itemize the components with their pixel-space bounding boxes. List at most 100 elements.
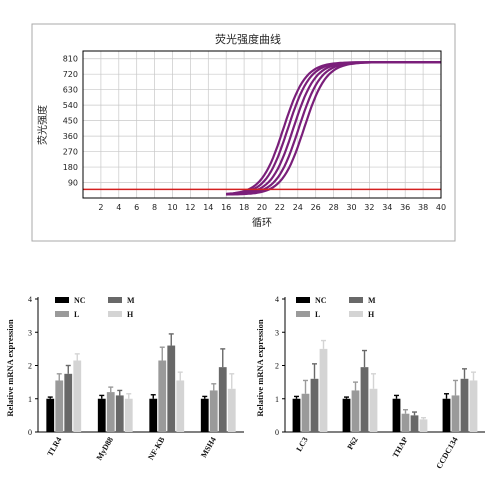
bar-right-legend-label: H xyxy=(368,310,375,319)
y-tick-label: 180 xyxy=(63,163,78,172)
y-tick-label: 810 xyxy=(63,55,78,64)
amplification-x-ticks: 2 4 6 8 10 12 14 16 18 20 22 24 26 28 30 32 34 36 38 40 xyxy=(98,203,446,212)
bar-left-legend-swatch-M xyxy=(108,297,122,303)
bar-right-bar-H xyxy=(319,348,328,432)
bar-left-legend-swatch-NC xyxy=(55,297,69,303)
amplification-title: 荧光强度曲线 xyxy=(215,32,281,46)
x-tick-label: 10 xyxy=(167,203,177,212)
y-tick-label: 720 xyxy=(63,70,78,79)
bar-left-category-label: TLR4 xyxy=(45,436,63,458)
amplification-y-ticks: 90 180 270 360 450 540 630 720 810 xyxy=(63,55,78,188)
bar-left-bar-NC xyxy=(97,398,106,432)
y-tick-label: 360 xyxy=(63,132,78,141)
x-tick-label: 2 xyxy=(98,203,103,212)
bar-left-y-tick-label: 2 xyxy=(28,362,32,371)
bar-right-legend-swatch-H xyxy=(349,311,363,317)
bar-right-bar-M xyxy=(310,378,319,432)
bar-left-bar-H xyxy=(124,398,133,432)
bar-right-y-tick-label: 0 xyxy=(275,428,279,437)
x-tick-label: 30 xyxy=(346,203,356,212)
bar-left-y-tick-label: 3 xyxy=(28,328,32,337)
x-tick-label: 12 xyxy=(185,203,195,212)
bar-left-y-tick-label: 0 xyxy=(28,428,32,437)
x-tick-label: 26 xyxy=(311,203,321,212)
bar-left-legend-label: M xyxy=(127,296,135,305)
bar-left-legend-swatch-H xyxy=(108,311,122,317)
bar-left-bar-NC xyxy=(200,398,209,432)
bar-right-category-label: CCDC134 xyxy=(434,436,459,471)
bar-right-bar-L xyxy=(351,390,360,432)
bar-right-bar-NC xyxy=(392,398,401,432)
bar-right-bar-NC xyxy=(442,398,451,432)
bar-right-bar-L xyxy=(301,393,310,432)
bar-right-bar-M xyxy=(360,367,369,432)
bar-right-bar-NC xyxy=(292,398,301,432)
bar-right-category-label: LC3 xyxy=(294,436,309,454)
x-tick-label: 24 xyxy=(293,203,303,212)
y-tick-label: 450 xyxy=(63,117,78,126)
bar-right-legend-label: L xyxy=(315,310,320,319)
bar-left-bar-NC xyxy=(149,398,158,432)
bar-right-legend-swatch-L xyxy=(296,311,310,317)
bar-right-bar-H xyxy=(419,419,428,432)
amplification-x-label: 循环 xyxy=(252,216,272,229)
y-tick-label: 90 xyxy=(68,179,78,188)
bar-right-bar-M xyxy=(460,378,469,432)
bar-right-bar-NC xyxy=(342,398,351,432)
bar-right-y-tick-label: 1 xyxy=(275,395,279,404)
x-tick-label: 8 xyxy=(152,203,157,212)
bar-left-legend-label: NC xyxy=(74,296,86,305)
y-tick-label: 630 xyxy=(63,86,78,95)
bar-left-bar-L xyxy=(158,360,167,432)
x-tick-label: 32 xyxy=(364,203,374,212)
bar-left-bar-H xyxy=(176,380,185,432)
bar-left-legend-label: L xyxy=(74,310,79,319)
bar-left-legend-label: H xyxy=(127,310,134,319)
bar-right-legend-label: NC xyxy=(315,296,327,305)
bar-left-category-label: NF-KB xyxy=(146,435,167,462)
x-tick-label: 6 xyxy=(134,203,139,212)
bar-right-legend-swatch-M xyxy=(349,297,363,303)
bar-left-bar-M xyxy=(64,373,73,432)
amplification-grid xyxy=(83,51,442,198)
bar-right-category-label: P62 xyxy=(345,436,359,452)
bar-right-y-label: Relative mRNA expression xyxy=(255,319,265,416)
amplification-plot-frame xyxy=(82,50,442,199)
bar-left-bar-M xyxy=(218,367,227,432)
x-tick-label: 36 xyxy=(400,203,410,212)
bar-left-y-tick-label: 1 xyxy=(28,395,32,404)
x-tick-label: 22 xyxy=(275,203,285,212)
x-tick-label: 28 xyxy=(329,203,339,212)
bar-chart-left: Relative mRNA expression 0 1 2 3 4 TLR4 MyD88 N… xyxy=(5,295,244,462)
bar-right-bar-L xyxy=(451,395,460,432)
amplification-curve xyxy=(226,61,441,196)
bar-left-bar-L xyxy=(209,390,218,432)
bar-right-y-tick-label: 3 xyxy=(275,328,279,337)
bar-left-bar-H xyxy=(227,388,236,432)
bar-left-y-label: Relative mRNA expression xyxy=(5,319,15,416)
x-tick-label: 18 xyxy=(239,203,249,212)
bar-left-bar-H xyxy=(73,360,82,432)
amplification-panel: 荧光强度曲线 2 4 6 8 10 12 14 16 18 20 22 24 26 28 30 32 34 36 3… xyxy=(31,23,456,242)
bar-right-y-tick-label: 4 xyxy=(275,295,279,304)
bar-chart-right: Relative mRNA expression 0 1 2 3 4 LC3 P62 THAP… xyxy=(255,295,485,470)
bar-left-legend-swatch-L xyxy=(55,311,69,317)
y-tick-label: 270 xyxy=(63,148,78,157)
bar-right-bar-H xyxy=(469,380,478,432)
bar-right-category-label: THAP xyxy=(391,435,410,459)
x-tick-label: 40 xyxy=(436,203,446,212)
bar-right-bar-H xyxy=(369,388,378,432)
amplification-panel-border xyxy=(31,23,456,242)
amplification-y-label: 荧光强度 xyxy=(36,105,49,145)
x-tick-label: 14 xyxy=(203,203,213,212)
bar-left-bar-M xyxy=(115,395,124,432)
bar-left-bar-L xyxy=(55,380,64,432)
bar-left-category-label: MyD88 xyxy=(95,436,115,462)
bar-left-y-tick-label: 4 xyxy=(28,295,32,304)
bar-right-y-tick-label: 2 xyxy=(275,362,279,371)
bar-right-bar-M xyxy=(410,415,419,432)
x-tick-label: 16 xyxy=(221,203,231,212)
x-tick-label: 20 xyxy=(257,203,267,212)
bar-right-bar-L xyxy=(401,413,410,432)
